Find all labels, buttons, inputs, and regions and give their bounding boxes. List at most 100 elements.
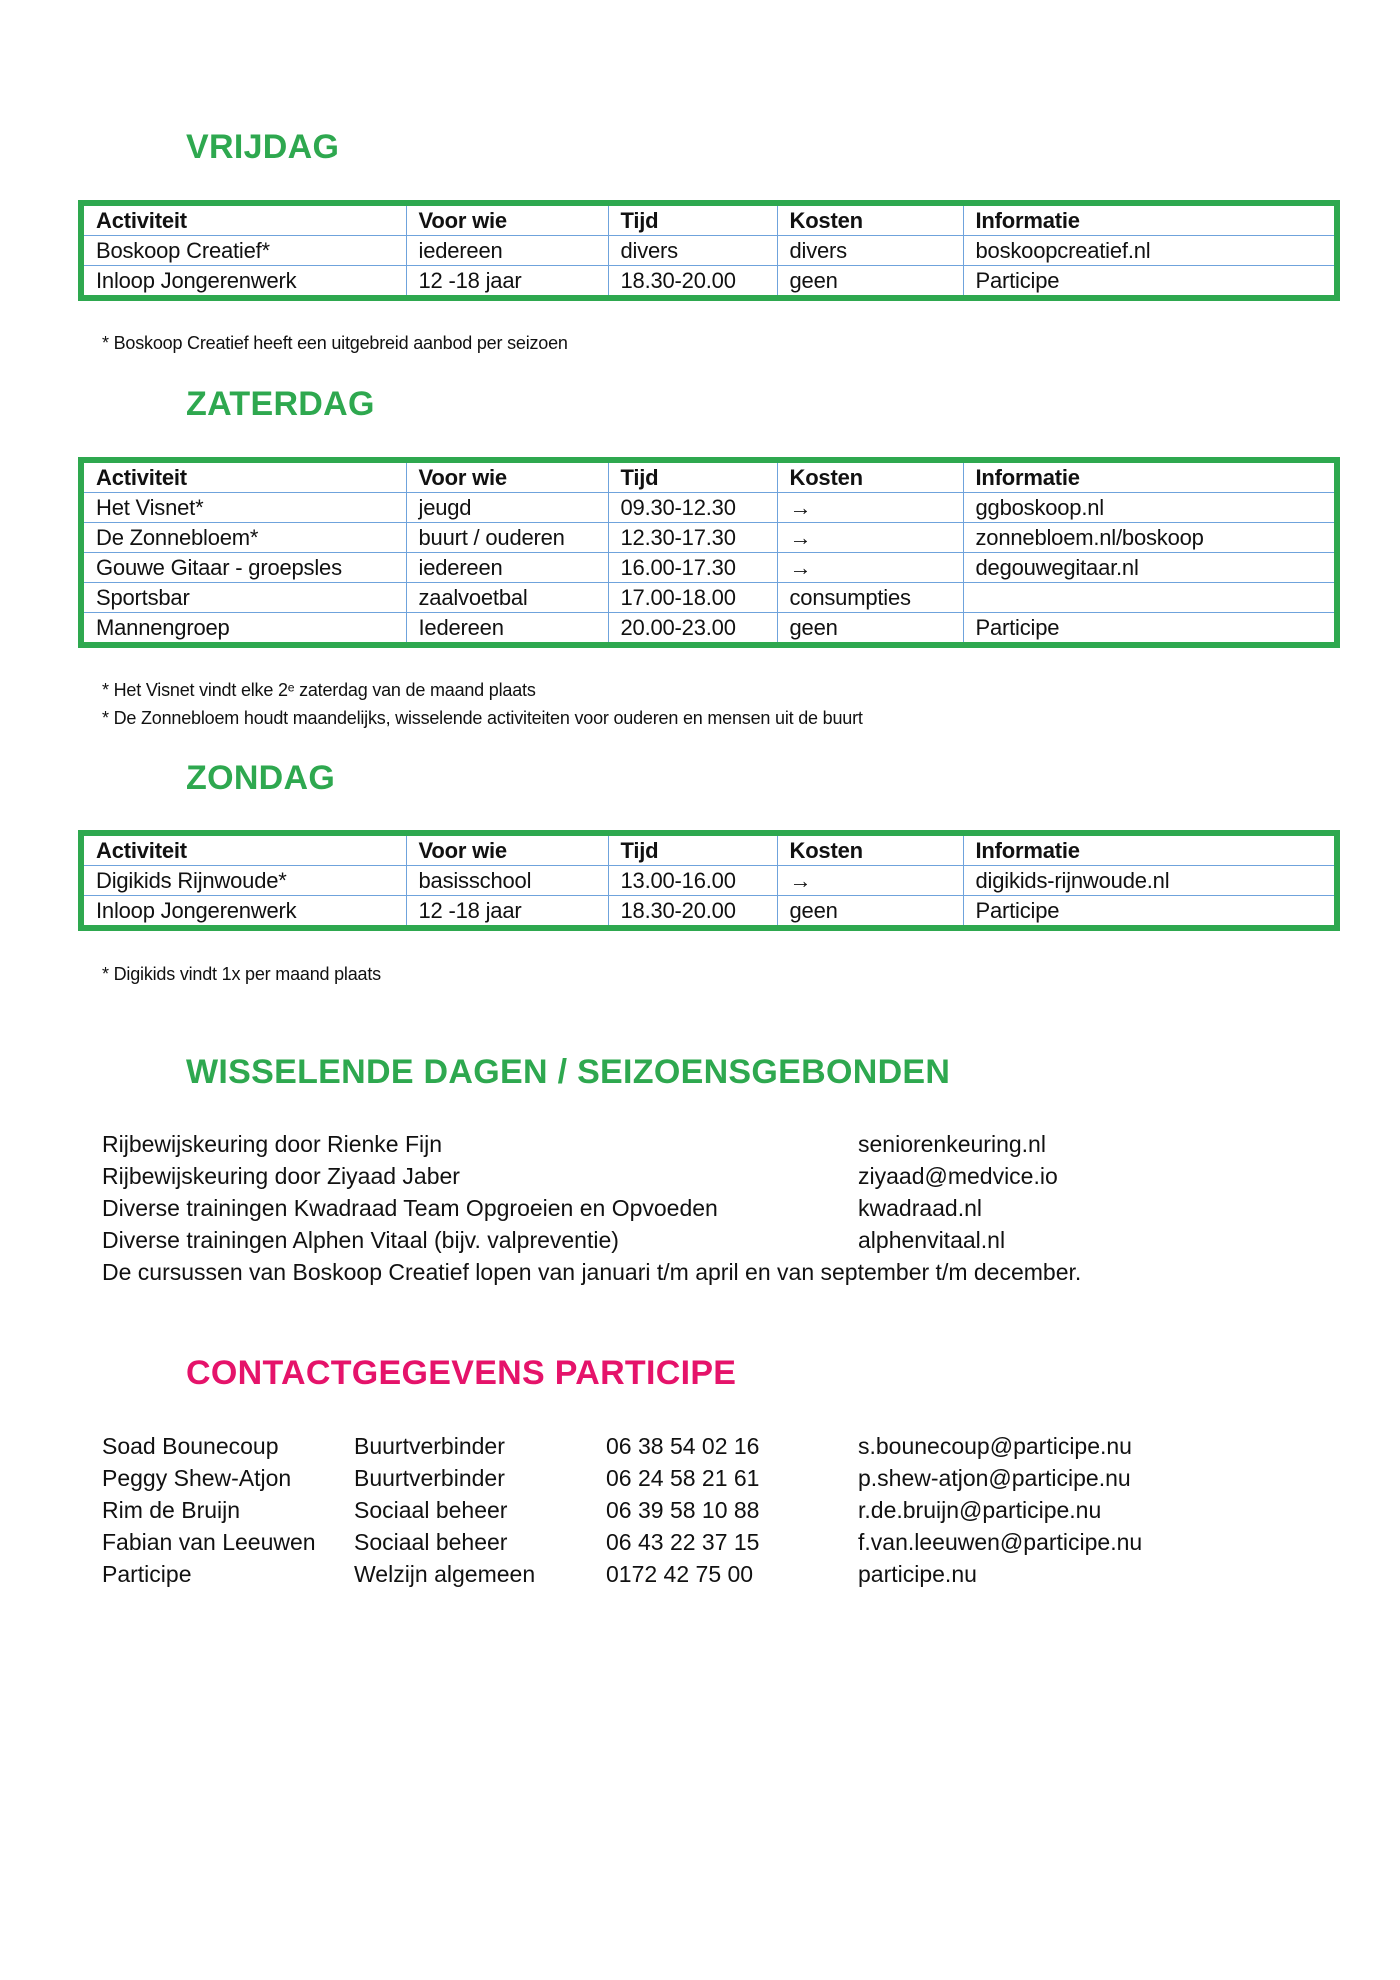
list-item: Rijbewijskeuring door Rienke Fijn seniore… bbox=[102, 1131, 1046, 1158]
arrow-right-icon: → bbox=[776, 492, 964, 523]
contact-name: Fabian van Leeuwen bbox=[102, 1529, 316, 1555]
column-header: Activiteit bbox=[80, 202, 407, 236]
contact-role: Sociaal beheer bbox=[354, 1497, 508, 1523]
column-header: Informatie bbox=[962, 459, 1338, 493]
table-row: Gouwe Gitaar - groepsles iedereen 16.00-17… bbox=[80, 552, 1338, 583]
column-header: Informatie bbox=[962, 202, 1338, 236]
arrow-right-icon: → bbox=[776, 522, 964, 553]
contact-role: Sociaal beheer bbox=[354, 1529, 508, 1555]
table-cell: 18.30-20.00 bbox=[607, 265, 778, 299]
table-cell: Sportsbar bbox=[80, 582, 407, 613]
table-cell: iedereen bbox=[405, 235, 609, 266]
heading-contact: CONTACTGEGEVENS PARTICIPE bbox=[186, 1354, 737, 1392]
column-header: Kosten bbox=[776, 202, 964, 236]
item-text: Diverse trainingen Alphen Vitaal (bijv. … bbox=[102, 1227, 619, 1253]
table-cell: 18.30-20.00 bbox=[607, 895, 778, 929]
table-row: Inloop Jongerenwerk 12 -18 jaar 18.30-20.0… bbox=[80, 265, 1338, 299]
item-link[interactable]: seniorenkeuring.nl bbox=[858, 1131, 1046, 1157]
table-cell[interactable]: zonnebloem.nl/boskoop bbox=[962, 522, 1338, 553]
table-cell: 09.30-12.30 bbox=[607, 492, 778, 523]
contact-name: Rim de Bruijn bbox=[102, 1497, 241, 1523]
table-cell[interactable]: digikids-rijnwoude.nl bbox=[962, 865, 1338, 896]
contact-phone: 0172 42 75 00 bbox=[606, 1561, 754, 1587]
column-header: Voor wie bbox=[405, 459, 609, 493]
column-header: Tijd bbox=[607, 832, 778, 866]
table-cell: Mannengroep bbox=[80, 612, 407, 646]
contact-role: Buurtverbinder bbox=[354, 1433, 505, 1459]
heading-zondag: ZONDAG bbox=[186, 759, 336, 797]
table-vrijdag: Activiteit Voor wie Tijd Kosten Informatie Bo… bbox=[78, 200, 1340, 301]
contact-email[interactable]: s.bounecoup@participe.nu bbox=[858, 1433, 1132, 1459]
table-cell: zaalvoetbal bbox=[405, 582, 609, 613]
table-cell: 20.00-23.00 bbox=[607, 612, 778, 646]
contact-email[interactable]: f.van.leeuwen@participe.nu bbox=[858, 1529, 1143, 1555]
arrow-right-icon: → bbox=[776, 865, 964, 896]
table-cell[interactable]: Participe bbox=[962, 895, 1338, 929]
heading-wisselend: WISSELENDE DAGEN / SEIZOENSGEBONDEN bbox=[186, 1053, 951, 1091]
table-zaterdag: Activiteit Voor wie Tijd Kosten Informatie He… bbox=[78, 457, 1340, 648]
contact-phone: 06 24 58 21 61 bbox=[606, 1465, 760, 1491]
heading-vrijdag: VRIJDAG bbox=[186, 128, 340, 166]
item-text: De cursussen van Boskoop Creatief lopen … bbox=[102, 1259, 1082, 1285]
table-cell: geen bbox=[776, 895, 964, 929]
list-item: De cursussen van Boskoop Creatief lopen … bbox=[102, 1259, 1081, 1286]
contact-name: Participe bbox=[102, 1561, 192, 1587]
contact-row: Participe Welzijn algemeen 0172 42 75 00 pa… bbox=[102, 1561, 1302, 1591]
item-link[interactable]: ziyaad@medvice.io bbox=[858, 1163, 1058, 1189]
column-header: Activiteit bbox=[80, 832, 407, 866]
contact-row: Fabian van Leeuwen Sociaal beheer 06 43 22… bbox=[102, 1529, 1302, 1559]
item-text: Rijbewijskeuring door Ziyaad Jaber bbox=[102, 1163, 460, 1189]
table-cell: geen bbox=[776, 265, 964, 299]
table-cell: 12.30-17.30 bbox=[607, 522, 778, 553]
item-link[interactable]: kwadraad.nl bbox=[858, 1195, 983, 1221]
footnote: * Het Visnet vindt elke 2ᵉ zaterdag van … bbox=[102, 680, 536, 700]
table-cell: Digikids Rijnwoude* bbox=[80, 865, 407, 896]
table-cell: Inloop Jongerenwerk bbox=[80, 265, 407, 299]
table-cell: 12 -18 jaar bbox=[405, 265, 609, 299]
item-text: Diverse trainingen Kwadraad Team Opgroei… bbox=[102, 1195, 718, 1221]
arrow-right-icon: → bbox=[776, 552, 964, 583]
table-cell: jeugd bbox=[405, 492, 609, 523]
footnote: * De Zonnebloem houdt maandelijks, wisse… bbox=[102, 708, 863, 728]
table-cell[interactable]: Participe bbox=[962, 612, 1338, 646]
column-header: Kosten bbox=[776, 459, 964, 493]
contact-phone: 06 38 54 02 16 bbox=[606, 1433, 760, 1459]
table-cell: divers bbox=[776, 235, 964, 266]
table-cell: iedereen bbox=[405, 552, 609, 583]
contact-phone: 06 39 58 10 88 bbox=[606, 1497, 760, 1523]
table-cell[interactable]: boskoopcreatief.nl bbox=[962, 235, 1338, 266]
item-link[interactable]: alphenvitaal.nl bbox=[858, 1227, 1006, 1253]
list-item: Diverse trainingen Alphen Vitaal (bijv. … bbox=[102, 1227, 1005, 1254]
table-row: Inloop Jongerenwerk 12 -18 jaar 18.30-20.0… bbox=[80, 895, 1338, 929]
table-cell: consumpties bbox=[776, 582, 964, 613]
table-cell: Iedereen bbox=[405, 612, 609, 646]
list-item: Rijbewijskeuring door Ziyaad Jaber ziyaad… bbox=[102, 1163, 1058, 1190]
contact-email[interactable]: participe.nu bbox=[858, 1561, 977, 1587]
table-row: Sportsbar zaalvoetbal 17.00-18.00 consumpti… bbox=[80, 582, 1338, 613]
contact-email[interactable]: r.de.bruijn@participe.nu bbox=[858, 1497, 1102, 1523]
table-cell: Gouwe Gitaar - groepsles bbox=[80, 552, 407, 583]
header-row: Activiteit Voor wie Tijd Kosten Informatie bbox=[80, 459, 1338, 493]
header-row: Activiteit Voor wie Tijd Kosten Informatie bbox=[80, 832, 1338, 866]
item-text: Rijbewijskeuring door Rienke Fijn bbox=[102, 1131, 443, 1157]
contact-row: Peggy Shew-Atjon Buurtverbinder 06 24 58 2… bbox=[102, 1465, 1302, 1495]
heading-zaterdag: ZATERDAG bbox=[186, 385, 375, 423]
footnote: * Boskoop Creatief heeft een uitgebreid … bbox=[102, 333, 568, 353]
table-cell: geen bbox=[776, 612, 964, 646]
table-cell[interactable]: degouwegitaar.nl bbox=[962, 552, 1338, 583]
table-cell: Het Visnet* bbox=[80, 492, 407, 523]
table-cell: Boskoop Creatief* bbox=[80, 235, 407, 266]
footnote: * Digikids vindt 1x per maand plaats bbox=[102, 964, 381, 984]
contact-email[interactable]: p.shew-atjon@participe.nu bbox=[858, 1465, 1131, 1491]
table-cell bbox=[962, 582, 1338, 613]
table-zondag: Activiteit Voor wie Tijd Kosten Informatie Di… bbox=[78, 830, 1340, 931]
table-cell[interactable]: Participe bbox=[962, 265, 1338, 299]
table-cell: Inloop Jongerenwerk bbox=[80, 895, 407, 929]
table-row: Het Visnet* jeugd 09.30-12.30 → ggboskoop.nl bbox=[80, 492, 1338, 523]
column-header: Informatie bbox=[962, 832, 1338, 866]
header-row: Activiteit Voor wie Tijd Kosten Informatie bbox=[80, 202, 1338, 236]
table-row: Boskoop Creatief* iedereen divers divers bos… bbox=[80, 235, 1338, 266]
table-cell[interactable]: ggboskoop.nl bbox=[962, 492, 1338, 523]
table-cell: De Zonnebloem* bbox=[80, 522, 407, 553]
table-row: Digikids Rijnwoude* basisschool 13.00-16.0… bbox=[80, 865, 1338, 896]
